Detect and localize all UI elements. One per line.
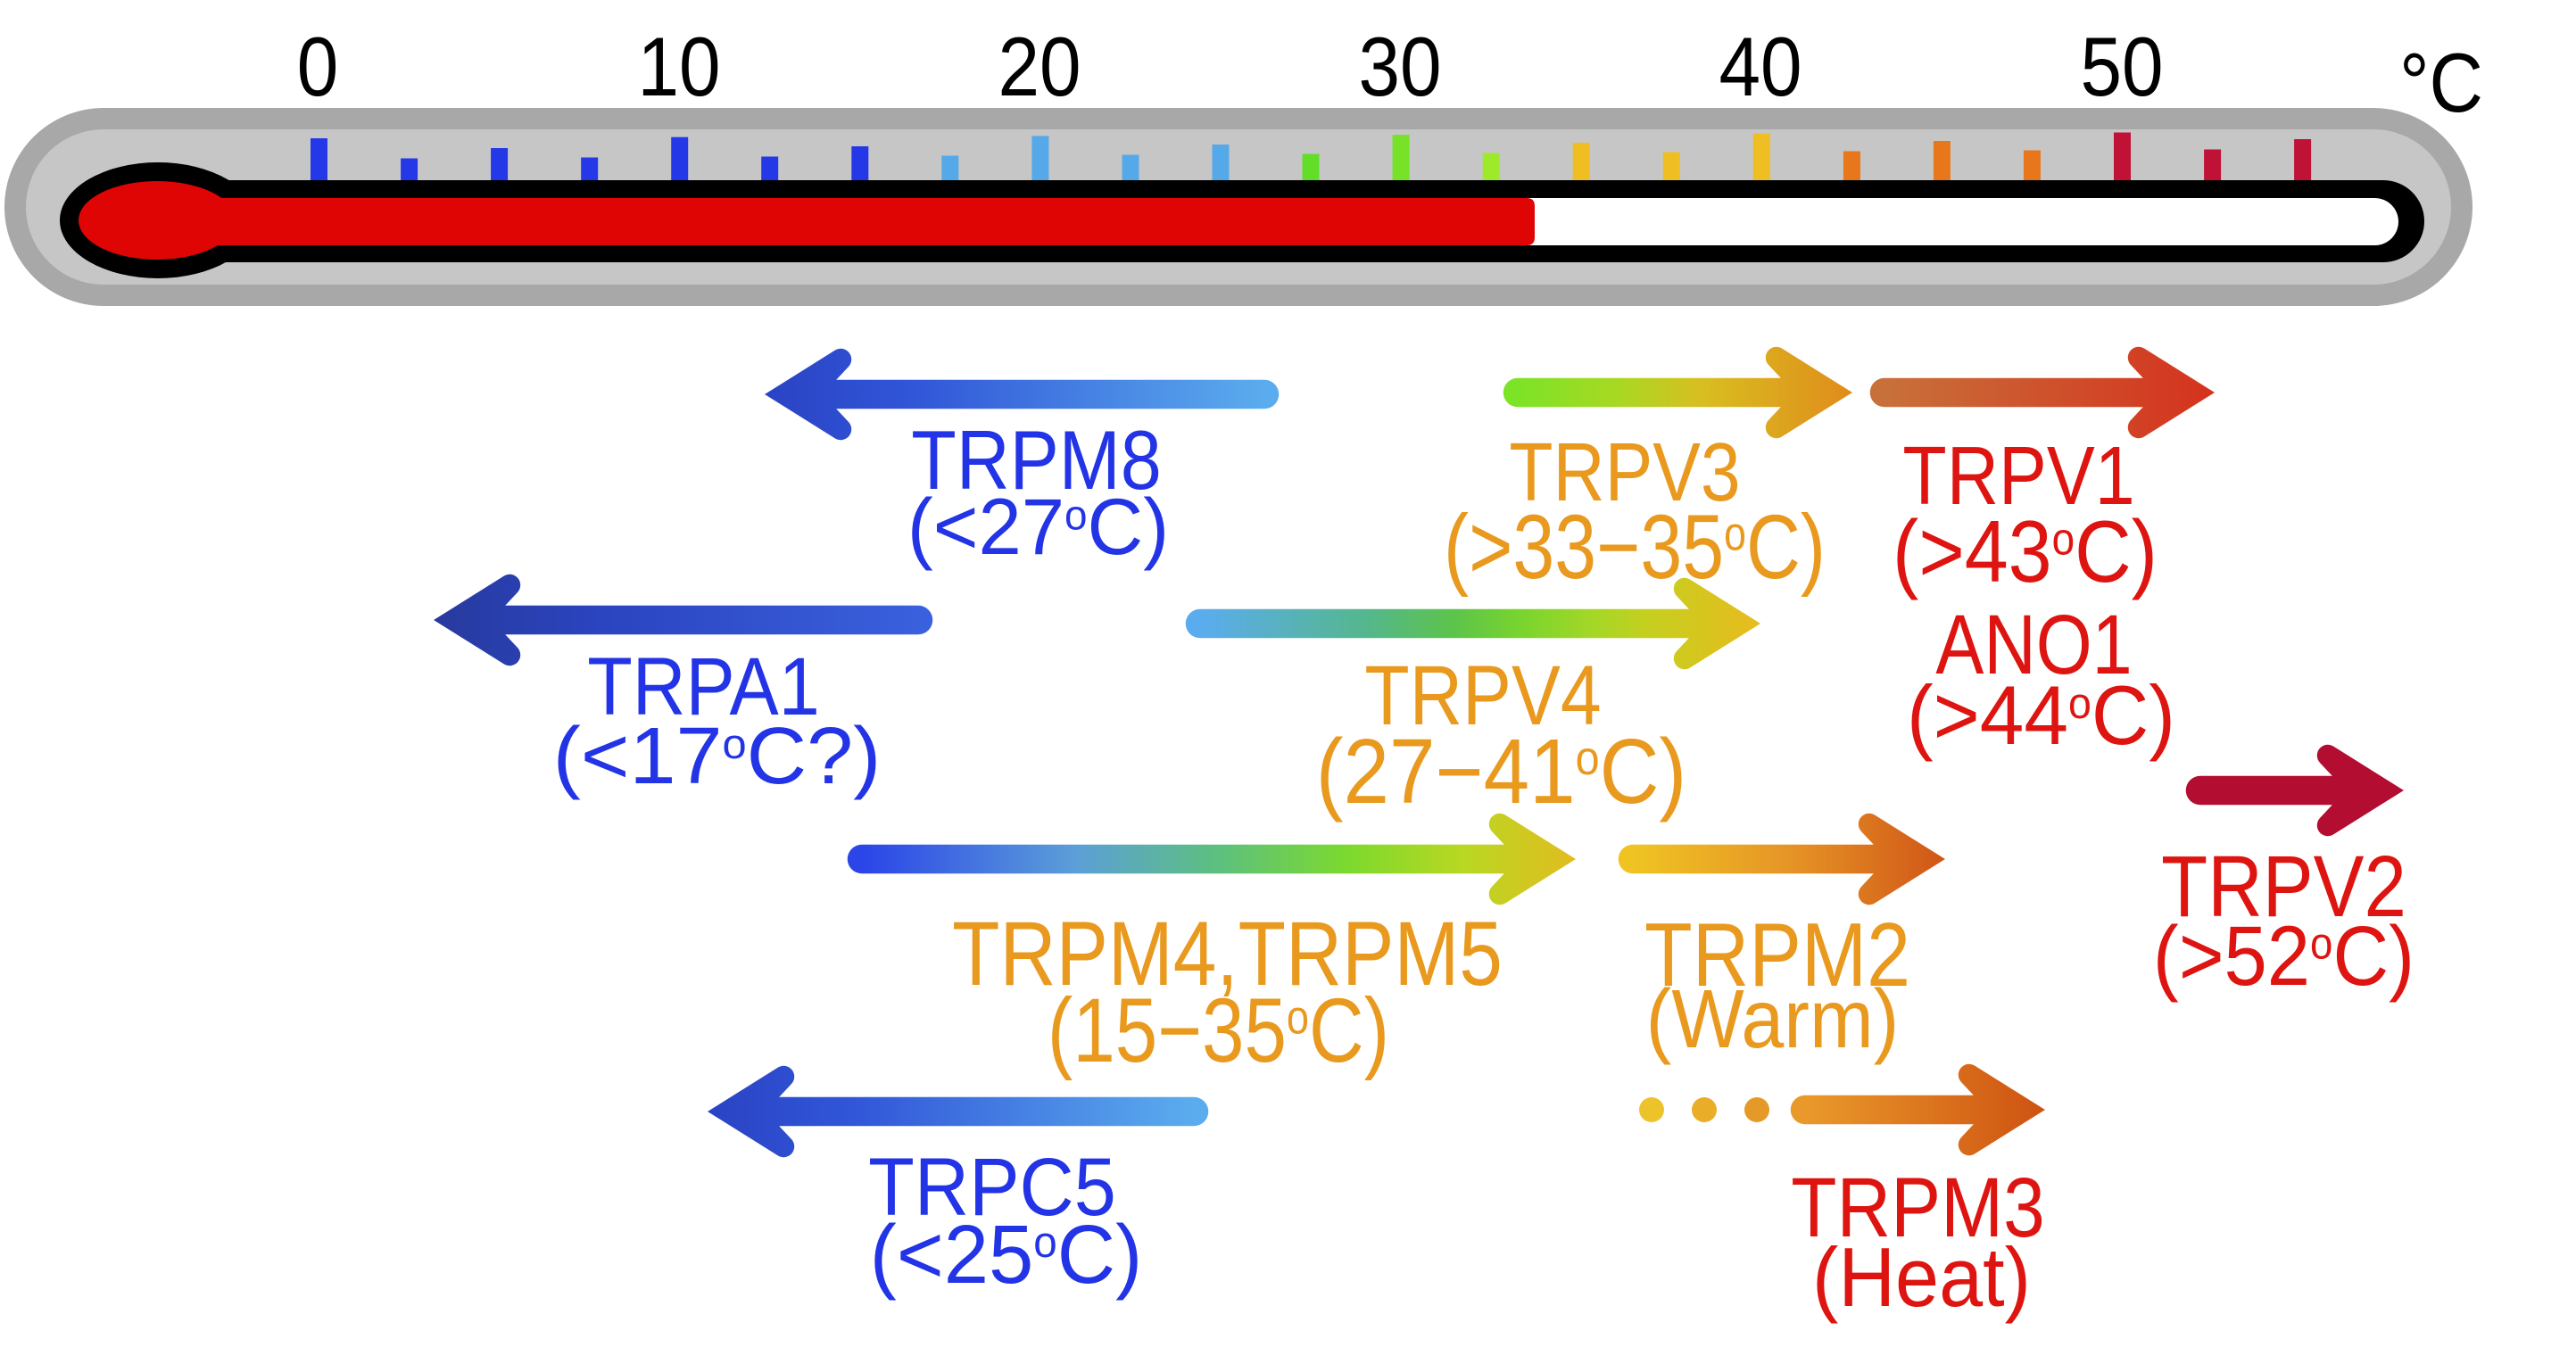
svg-text:(>43oC): (>43oC) [1893, 503, 2158, 600]
svg-text:20: 20 [998, 19, 1081, 113]
svg-text:(<25oC): (<25oC) [870, 1209, 1142, 1301]
svg-text:°C: °C [2399, 35, 2483, 129]
svg-text:(<17oC?): (<17oC?) [553, 712, 882, 801]
svg-text:(<27oC): (<27oC) [907, 482, 1169, 571]
svg-text:TRPV2: TRPV2 [2161, 839, 2406, 935]
svg-text:ANO1: ANO1 [1935, 597, 2132, 691]
svg-text:TRPV3: TRPV3 [1509, 426, 1740, 519]
svg-text:30: 30 [1358, 19, 1441, 113]
svg-text:(>44oC): (>44oC) [1907, 669, 2175, 763]
svg-text:TRPM3: TRPM3 [1791, 1160, 2045, 1254]
svg-text:TRPM8: TRPM8 [911, 413, 1161, 507]
svg-text:TRPM4,TRPM5: TRPM4,TRPM5 [952, 904, 1503, 1005]
svg-text:(15−35oC): (15−35oC) [1048, 980, 1389, 1081]
svg-text:0: 0 [297, 19, 339, 113]
svg-text:(Heat): (Heat) [1812, 1230, 2031, 1324]
svg-text:TRPA1: TRPA1 [587, 641, 820, 732]
svg-text:(>52oC): (>52oC) [2153, 909, 2414, 1003]
svg-text:(27−41oC): (27−41oC) [1316, 719, 1687, 823]
svg-text:TRPM2: TRPM2 [1644, 905, 1910, 1005]
svg-text:TRPV1: TRPV1 [1902, 430, 2134, 523]
svg-text:(Warm): (Warm) [1646, 972, 1900, 1065]
svg-text:10: 10 [637, 19, 720, 113]
svg-text:40: 40 [1719, 19, 1802, 113]
svg-text:(>33−35oC): (>33−35oC) [1444, 495, 1826, 597]
svg-text:TRPC5: TRPC5 [868, 1141, 1116, 1233]
svg-text:50: 50 [2080, 19, 2163, 113]
svg-text:TRPV4: TRPV4 [1364, 649, 1601, 743]
